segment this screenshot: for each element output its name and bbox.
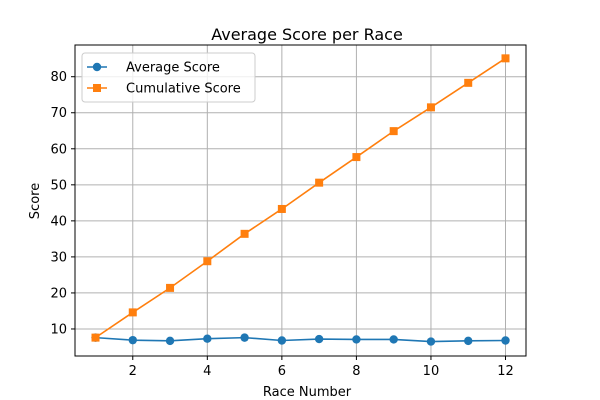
data-point <box>203 257 212 266</box>
x-tick-label: 6 <box>278 364 286 379</box>
y-tick-label: 70 <box>50 106 67 121</box>
series-2 <box>91 54 510 342</box>
legend-marker <box>93 84 101 92</box>
data-point <box>128 308 137 317</box>
data-point <box>464 78 473 87</box>
data-point <box>352 335 361 344</box>
series-line <box>95 336 506 343</box>
legend-entry: Average Score <box>87 61 220 76</box>
series-layer <box>91 54 510 346</box>
x-tick-label: 2 <box>129 364 137 379</box>
y-tick-label: 40 <box>50 214 67 229</box>
data-point <box>389 127 398 136</box>
data-point <box>464 336 473 346</box>
legend-label: Cumulative Score <box>126 82 241 97</box>
data-point <box>240 333 249 342</box>
data-point <box>91 333 100 342</box>
data-point <box>315 178 324 187</box>
y-axis-title: Score <box>28 183 43 219</box>
legend-marker <box>92 62 102 72</box>
data-point <box>165 336 175 346</box>
legend-entry: Cumulative Score <box>87 82 241 97</box>
data-point <box>352 153 361 162</box>
x-axis: 2 4 6 8 10 12 <box>129 356 514 379</box>
data-point <box>426 337 436 346</box>
y-tick-label: 20 <box>50 286 67 301</box>
data-point <box>389 335 398 344</box>
x-axis-title: Race Number <box>263 385 352 400</box>
x-tick-label: 10 <box>423 364 440 379</box>
legend-label: Average Score <box>126 61 220 76</box>
x-tick-label: 12 <box>497 364 514 379</box>
data-point <box>128 335 137 345</box>
data-point <box>501 336 510 345</box>
legend: Average Score Cumulative Score <box>81 52 256 103</box>
data-point <box>166 283 175 292</box>
plot-area-frame <box>74 44 527 357</box>
y-axis: 10 20 30 40 50 60 70 80 <box>50 70 75 337</box>
legend-box <box>81 52 256 103</box>
data-point <box>277 204 286 213</box>
y-tick-label: 10 <box>50 322 67 337</box>
data-point <box>501 54 510 63</box>
grid <box>75 45 526 356</box>
y-tick-label: 30 <box>50 250 67 265</box>
x-tick-label: 4 <box>203 364 211 379</box>
y-tick-label: 80 <box>50 70 67 85</box>
series-1 <box>91 333 510 346</box>
data-point <box>426 103 435 112</box>
legend-entries: Average Score Cumulative Score <box>87 61 241 97</box>
y-tick-label: 50 <box>50 178 67 193</box>
data-point <box>314 334 324 344</box>
chart-title: Average Score per Race <box>211 25 403 44</box>
y-tick-label: 60 <box>50 142 67 157</box>
series-line <box>95 57 506 339</box>
data-point <box>203 334 212 343</box>
data-point <box>277 336 287 345</box>
data-point <box>240 229 249 238</box>
x-tick-label: 8 <box>352 364 360 379</box>
